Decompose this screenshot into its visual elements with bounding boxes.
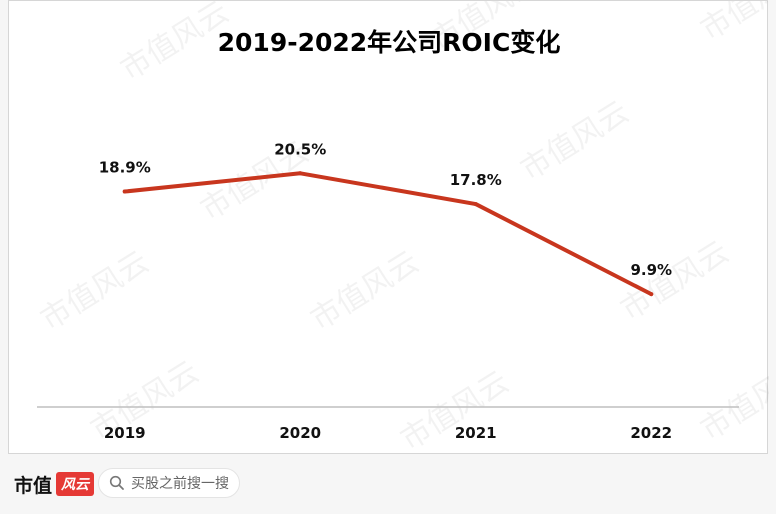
data-point [649,292,654,297]
data-label: 20.5% [274,140,326,158]
data-point [473,202,478,207]
search-input[interactable]: 买股之前搜一搜 [98,468,240,498]
watermark-text: 市值风云 [695,1,769,48]
data-label: 17.8% [450,171,502,189]
watermark-text: 市值风云 [35,245,155,338]
footer-bar: 市值 风云 买股之前搜一搜 [0,454,776,514]
series-line [122,171,654,297]
watermark-text: 市值风云 [615,235,735,328]
brand-text: 市值 [14,474,53,497]
watermark-text: 市值风云 [115,1,235,88]
search-icon [109,475,124,490]
chart-card: 2019-2022年公司ROIC变化 市值风云 市值风云 市值风云 市值风云 市值风云市… [8,0,769,455]
x-tick-label: 2019 [104,424,146,442]
chart-title: 2019-2022年公司ROIC变化 [217,28,561,57]
x-tick-label: 2020 [279,424,321,442]
x-tick-label: 2021 [455,424,497,442]
brand-badge: 风云 [56,472,95,496]
data-point [122,189,127,194]
brand-logo[interactable]: 市值 风云 [14,470,95,498]
watermark-text: 市值风云 [305,245,425,338]
watermark-text: 市值风云 [425,1,545,58]
data-label: 18.9% [99,159,151,177]
data-label: 9.9% [630,261,672,279]
data-point [298,171,303,176]
search-placeholder: 买股之前搜一搜 [131,476,229,492]
x-tick-label: 2022 [630,424,672,442]
watermark-text: 市值风云 [515,95,635,188]
watermark-text: 市值风云 [695,355,769,448]
